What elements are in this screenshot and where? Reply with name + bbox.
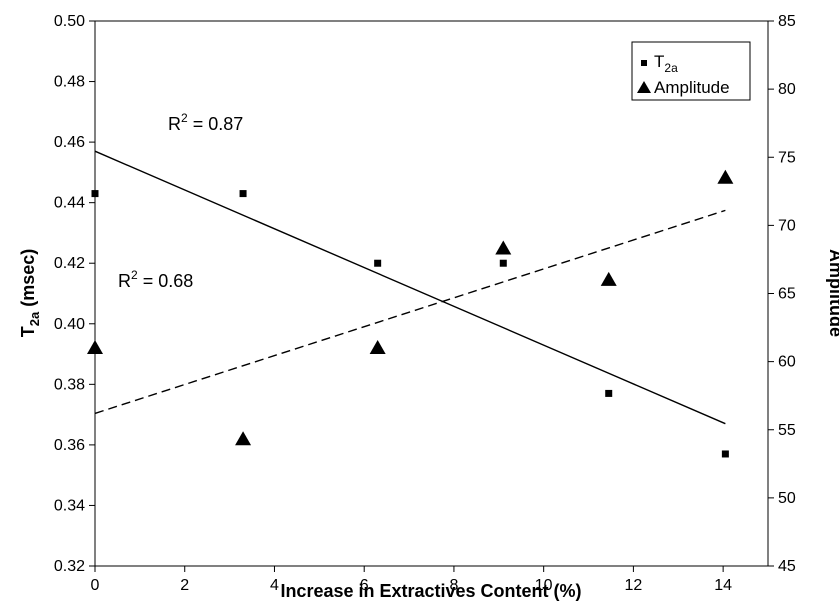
legend-triangle-marker bbox=[637, 81, 651, 93]
x-tick-label: 10 bbox=[535, 577, 553, 594]
point-amplitude bbox=[600, 271, 617, 286]
y-left-tick-label: 0.32 bbox=[54, 558, 85, 575]
y-left-tick-label: 0.50 bbox=[54, 13, 85, 30]
trendline-t2a bbox=[94, 150, 726, 425]
y-right-tick-label: 80 bbox=[778, 81, 796, 98]
y-right-tick-label: 50 bbox=[778, 490, 796, 507]
legend: T2a Amplitude bbox=[631, 41, 751, 101]
x-tick-label: 12 bbox=[625, 577, 643, 594]
r2-label-t2a: R2 = 0.87 bbox=[168, 111, 243, 134]
x-axis-title: Increase in Extractives Content (%) bbox=[280, 581, 581, 601]
y-right-tick-label: 70 bbox=[778, 217, 796, 234]
x-tick-label: 6 bbox=[360, 577, 369, 594]
y-right-tick-label: 55 bbox=[778, 422, 796, 439]
x-tick-label: 4 bbox=[270, 577, 279, 594]
x-tick-label: 0 bbox=[91, 577, 100, 594]
point-amplitude bbox=[717, 169, 734, 184]
point-t2a bbox=[374, 259, 382, 267]
y-left-tick-label: 0.48 bbox=[54, 74, 85, 91]
legend-label-amplitude: Amplitude bbox=[654, 78, 730, 97]
point-t2a bbox=[91, 190, 99, 198]
y-left-tick-label: 0.34 bbox=[54, 497, 85, 514]
plot-frame bbox=[94, 20, 769, 567]
y-axis-right-title: Amplitude bbox=[826, 249, 839, 337]
y-left-tick-label: 0.36 bbox=[54, 437, 85, 454]
y-left-tick-label: 0.42 bbox=[54, 255, 85, 272]
point-amplitude bbox=[87, 340, 103, 354]
r2-label-amplitude: R2 = 0.68 bbox=[118, 268, 193, 291]
point-t2a bbox=[605, 389, 613, 397]
y-axis-left-title: T2a (msec) bbox=[18, 249, 42, 338]
y-ticks-left: 0.32 0.34 0.36 0.38 0.40 0.42 0.44 0.46 0.48 0.50 bbox=[54, 13, 95, 575]
trendline-amplitude bbox=[94, 209, 726, 415]
y-ticks-right: 45 50 55 60 65 70 75 80 85 bbox=[768, 13, 796, 575]
y-right-tick-label: 65 bbox=[778, 286, 796, 303]
y-right-tick-label: 85 bbox=[778, 13, 796, 30]
y-right-tick-label: 75 bbox=[778, 149, 796, 166]
point-amplitude bbox=[235, 431, 252, 446]
x-tick-label: 14 bbox=[714, 577, 732, 594]
point-t2a bbox=[239, 190, 247, 198]
point-amplitude bbox=[369, 340, 386, 354]
x-ticks: 0 2 4 6 8 10 12 14 bbox=[91, 566, 732, 594]
y-left-tick-label: 0.40 bbox=[54, 316, 85, 333]
data-points bbox=[87, 169, 734, 458]
y-right-tick-label: 60 bbox=[778, 354, 796, 371]
y-right-tick-label: 45 bbox=[778, 558, 796, 575]
x-tick-label: 8 bbox=[449, 577, 458, 594]
legend-label-t2a: T2a bbox=[654, 52, 678, 75]
trendlines bbox=[94, 150, 726, 425]
point-t2a bbox=[721, 450, 729, 458]
y-left-tick-label: 0.44 bbox=[54, 195, 85, 212]
legend-box bbox=[631, 41, 751, 101]
legend-square-marker bbox=[641, 60, 647, 66]
y-left-tick-label: 0.38 bbox=[54, 376, 85, 393]
x-tick-label: 2 bbox=[180, 577, 189, 594]
point-t2a bbox=[499, 259, 507, 267]
point-amplitude bbox=[495, 240, 512, 255]
y-left-tick-label: 0.46 bbox=[54, 134, 85, 151]
